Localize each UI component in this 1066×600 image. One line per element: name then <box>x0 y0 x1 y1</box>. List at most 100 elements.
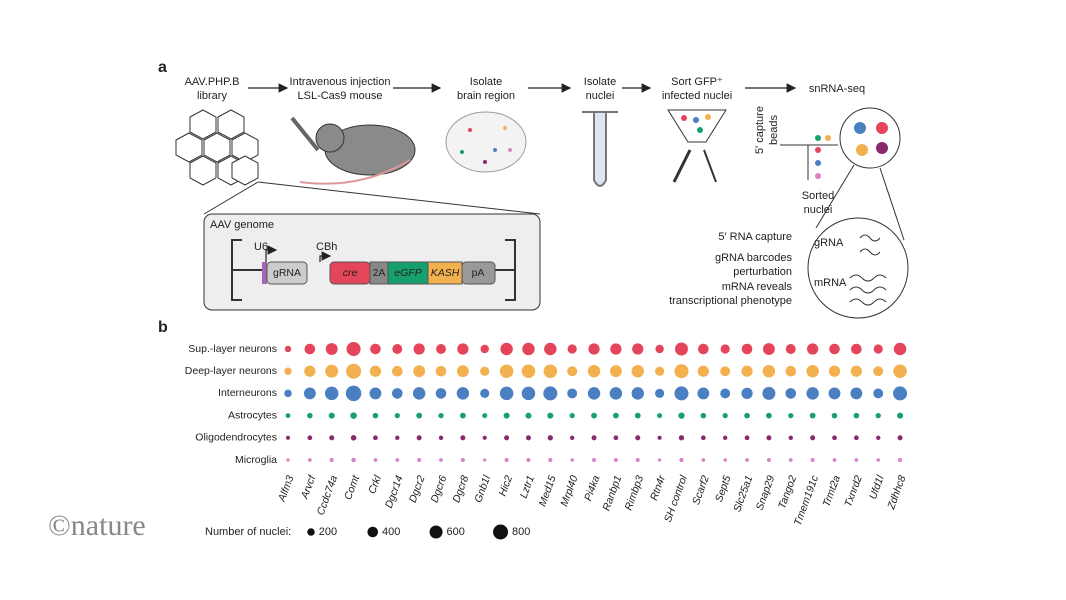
dot <box>744 435 750 441</box>
dot <box>521 364 536 378</box>
promoter-arrow <box>319 251 332 262</box>
dot <box>806 387 819 400</box>
dot <box>832 435 837 441</box>
dot <box>766 435 772 441</box>
dot <box>766 412 772 419</box>
step-label: Isolate <box>584 76 616 88</box>
dot <box>810 435 816 441</box>
dot <box>697 387 710 400</box>
dot <box>500 342 513 356</box>
size-legend-dot <box>307 528 315 536</box>
dot <box>741 387 753 400</box>
inset <box>807 217 909 319</box>
segment <box>262 262 267 284</box>
dot <box>678 412 685 419</box>
dot <box>307 412 313 419</box>
dot <box>482 435 487 440</box>
dot <box>285 413 291 418</box>
dot <box>438 412 444 419</box>
dot <box>522 342 535 356</box>
mouse <box>290 116 416 185</box>
dot <box>828 387 841 400</box>
dot <box>307 458 312 462</box>
sorted-label: nuclei <box>804 204 833 216</box>
dot <box>897 412 904 419</box>
x-tick-label: Dgcr8 <box>450 474 471 505</box>
dot <box>655 388 665 398</box>
segment-label: KASH <box>431 267 460 279</box>
dot <box>543 364 558 378</box>
dot <box>588 343 600 355</box>
dot <box>570 458 574 462</box>
rna-waves <box>849 234 887 306</box>
x-tick-label: Ufd1l <box>867 473 887 501</box>
dot <box>897 435 903 441</box>
row-label: Deep-layer neurons <box>185 365 277 377</box>
dot <box>547 412 554 419</box>
dot <box>325 343 338 355</box>
dot <box>587 387 601 400</box>
x-tick-label: Mrpl40 <box>558 474 580 508</box>
promoter: CBh <box>316 241 337 253</box>
dot <box>851 343 862 355</box>
x-tick-label: Txnrd2 <box>842 474 865 509</box>
step-label: Sort GFP⁺ <box>671 76 723 88</box>
zoom-line <box>815 164 855 229</box>
x-tick-label: Gnb1l <box>472 473 493 504</box>
dot <box>700 412 707 419</box>
size-legend-dot <box>429 525 443 539</box>
step-label: infected nuclei <box>662 90 732 102</box>
segment-label: cre <box>343 267 358 279</box>
dot <box>850 365 862 377</box>
dot <box>456 365 469 378</box>
dot <box>873 388 884 399</box>
capture-text: mRNA reveals <box>722 281 793 293</box>
dot <box>392 344 403 354</box>
dot <box>460 435 466 441</box>
panel-a: a AAV.PHP.B library Intravenous injectio… <box>158 59 909 319</box>
dot <box>567 366 578 377</box>
dot <box>521 386 536 401</box>
dot <box>413 343 425 355</box>
row-label: Microglia <box>235 454 277 466</box>
dot <box>762 364 776 378</box>
dot <box>591 412 597 419</box>
dot <box>700 435 706 441</box>
dot <box>304 343 316 355</box>
size-legend-label: 400 <box>382 526 400 538</box>
dot <box>525 412 532 419</box>
dot <box>303 387 316 400</box>
dot <box>504 435 510 441</box>
dot <box>544 342 557 356</box>
dot <box>854 458 859 462</box>
dot <box>350 412 357 419</box>
dot <box>875 412 881 419</box>
brain <box>445 111 527 173</box>
dot <box>567 388 578 399</box>
beads-label: beads <box>768 115 780 145</box>
dot <box>657 458 662 462</box>
dot <box>806 364 819 378</box>
dot <box>459 412 466 419</box>
dot <box>612 412 619 419</box>
dot <box>657 413 663 419</box>
zoom-line <box>257 181 541 215</box>
x-tick-label: Tango2 <box>776 474 799 511</box>
dot <box>613 458 618 462</box>
credit: ©nature <box>48 509 146 542</box>
dot <box>807 343 819 355</box>
dot <box>416 435 422 441</box>
beads-label: 5′ capture <box>754 106 766 154</box>
segment-label: 2A <box>373 267 386 279</box>
x-tick-label: Slc25a1 <box>731 474 755 514</box>
promoter-arrow <box>265 245 278 262</box>
step-label: Isolate <box>470 76 502 88</box>
x-tick-label: Dgcr6 <box>429 474 450 505</box>
zoom-line <box>879 167 905 241</box>
dot <box>635 458 640 462</box>
x-tick-label: Zdhhc8 <box>885 474 909 512</box>
dot <box>898 457 903 463</box>
dot <box>373 458 378 462</box>
dot <box>350 435 357 441</box>
